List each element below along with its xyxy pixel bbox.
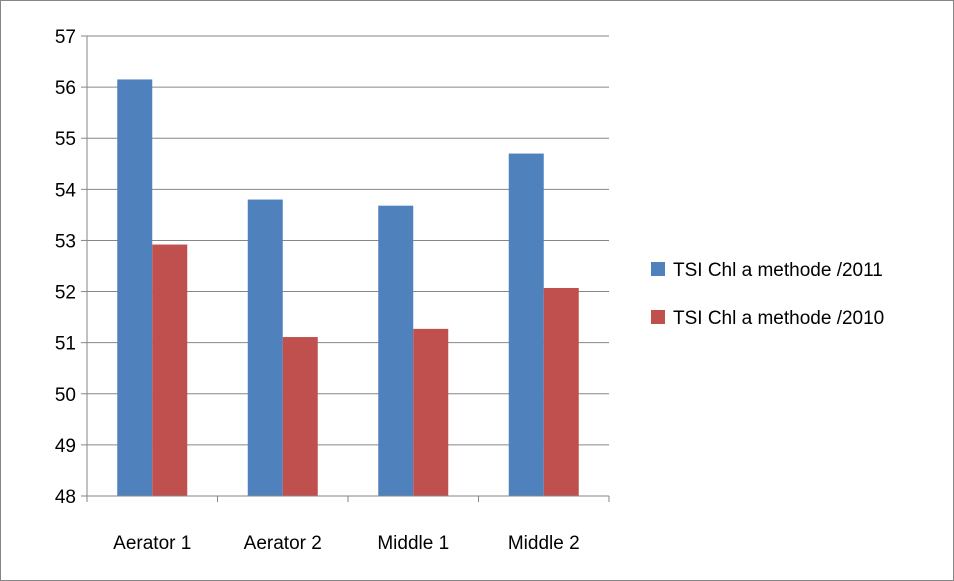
bar-2011-aerator-1 bbox=[117, 79, 153, 496]
y-tick-label: 56 bbox=[55, 78, 76, 99]
y-tick-label: 49 bbox=[55, 436, 76, 457]
y-tick-labels: 48 49 50 51 52 53 54 55 56 57 bbox=[55, 27, 77, 508]
y-tick-label: 51 bbox=[55, 334, 76, 355]
x-tick-label: Aerator 1 bbox=[113, 533, 191, 554]
y-tick-label: 50 bbox=[55, 385, 76, 406]
x-tick-label: Aerator 2 bbox=[244, 533, 322, 554]
x-tick-label: Middle 2 bbox=[508, 533, 580, 554]
legend-label: TSI Chl a methode /2010 bbox=[673, 308, 884, 329]
legend-swatch bbox=[651, 262, 665, 276]
bar-2011-middle-2 bbox=[508, 153, 544, 497]
bar-2011-middle-1 bbox=[378, 205, 414, 496]
legend-swatch bbox=[651, 310, 665, 324]
y-tick-label: 54 bbox=[55, 180, 77, 201]
legend: TSI Chl a methode /2011 TSI Chl a methode… bbox=[651, 260, 884, 329]
y-tick-label: 57 bbox=[55, 27, 76, 48]
legend-label: TSI Chl a methode /2011 bbox=[673, 260, 883, 281]
x-tick-label: Middle 1 bbox=[377, 533, 449, 554]
bar-2011-aerator-2 bbox=[247, 199, 283, 497]
x-tick-labels: Aerator 1 Aerator 2 Middle 1 Middle 2 bbox=[113, 533, 579, 554]
y-tick-label: 53 bbox=[55, 231, 76, 252]
y-tick-label: 48 bbox=[55, 487, 76, 508]
bar-2010-aerator-1 bbox=[152, 244, 188, 496]
y-tick-label: 55 bbox=[55, 129, 76, 150]
bars bbox=[117, 79, 579, 497]
y-tick-label: 52 bbox=[55, 283, 76, 304]
bar-2010-aerator-2 bbox=[282, 337, 318, 496]
bar-2010-middle-1 bbox=[413, 328, 449, 496]
axes bbox=[81, 35, 610, 502]
bar-2010-middle-2 bbox=[543, 287, 579, 496]
